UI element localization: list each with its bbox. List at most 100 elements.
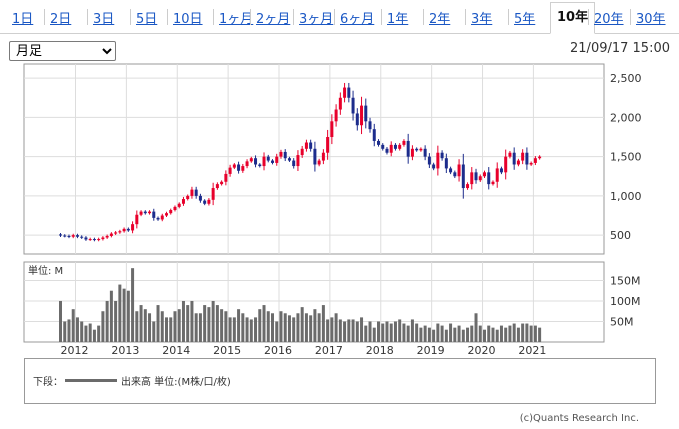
volume-bar xyxy=(292,317,296,342)
volume-bar xyxy=(398,319,402,342)
volume-bar xyxy=(360,317,364,342)
tab-20年[interactable]: 20年 xyxy=(594,12,624,27)
candle-body xyxy=(118,231,122,233)
volume-bar xyxy=(470,325,474,342)
volume-bar xyxy=(114,300,118,342)
volume-bar xyxy=(88,323,92,342)
candle-body xyxy=(88,239,92,241)
candle-body xyxy=(287,158,291,161)
volume-bar xyxy=(71,309,75,342)
volume-bar xyxy=(266,311,270,342)
candle-body xyxy=(334,109,338,122)
x-tick-label: 2021 xyxy=(518,344,546,356)
x-tick-label: 2014 xyxy=(162,344,190,356)
tab-10日[interactable]: 10日 xyxy=(173,12,203,27)
volume-bar xyxy=(419,327,423,342)
tab-separator xyxy=(213,9,214,25)
candle-body xyxy=(148,211,152,214)
candle-body xyxy=(470,172,474,185)
candle-body xyxy=(190,189,194,196)
candle-body xyxy=(169,210,173,214)
volume-bar xyxy=(508,325,512,342)
tab-2日[interactable]: 2日 xyxy=(50,12,72,27)
volume-bar xyxy=(436,323,440,342)
volume-bar xyxy=(75,317,79,342)
candle-body xyxy=(97,239,101,241)
candle-body xyxy=(71,235,75,237)
x-tick-label: 2015 xyxy=(213,344,241,356)
volume-bar xyxy=(122,288,126,342)
volume-bar xyxy=(169,317,173,342)
volume-bar xyxy=(427,327,431,342)
tab-separator xyxy=(130,9,131,25)
timestamp: 21/09/17 15:00 xyxy=(570,41,670,56)
tab-2ヶ月[interactable]: 2ヶ月 xyxy=(256,12,291,27)
volume-bar xyxy=(512,323,516,342)
volume-bar xyxy=(258,309,262,342)
candle-body xyxy=(393,144,397,149)
candle-body xyxy=(457,164,461,177)
volume-bar xyxy=(262,305,266,342)
volume-bar xyxy=(474,313,478,342)
price-tick-label: 1,500 xyxy=(610,151,642,164)
candle-body xyxy=(101,237,105,240)
candle-body xyxy=(271,160,274,163)
volume-bar xyxy=(466,327,470,342)
volume-bar xyxy=(237,309,241,342)
volume-bar xyxy=(309,315,313,342)
x-tick-label: 2018 xyxy=(366,344,394,356)
candle-body xyxy=(220,181,224,185)
tab-5年[interactable]: 5年 xyxy=(514,12,536,27)
candle-body xyxy=(347,87,351,98)
candle-body xyxy=(122,228,126,232)
volume-bar xyxy=(271,313,274,342)
x-tick-label: 2019 xyxy=(417,344,445,356)
candle-body xyxy=(207,199,211,204)
volume-bar xyxy=(355,321,359,342)
volume-bar xyxy=(139,305,143,342)
candle-body xyxy=(262,156,266,167)
x-tick-label: 2012 xyxy=(61,344,89,356)
volume-bar xyxy=(186,305,190,342)
volume-bar xyxy=(529,325,533,342)
price-tick-label: 500 xyxy=(610,229,631,242)
volume-bar xyxy=(410,319,414,342)
tab-1年[interactable]: 1年 xyxy=(387,12,409,27)
candle-body xyxy=(300,148,304,156)
candle-body xyxy=(372,129,376,141)
tab-2年[interactable]: 2年 xyxy=(429,12,451,27)
tab-separator xyxy=(588,9,589,25)
candle-body xyxy=(241,166,245,171)
volume-bar xyxy=(190,300,194,342)
tab-3年[interactable]: 3年 xyxy=(471,12,493,27)
candle-body xyxy=(139,211,143,215)
tab-1日[interactable]: 1日 xyxy=(12,12,34,27)
tab-5日[interactable]: 5日 xyxy=(136,12,158,27)
candle-body xyxy=(512,152,516,165)
candle-body xyxy=(538,156,542,159)
candle-body xyxy=(105,235,109,238)
tab-1ヶ月[interactable]: 1ヶ月 xyxy=(219,12,254,27)
tab-30年[interactable]: 30年 xyxy=(636,12,666,27)
tab-3日[interactable]: 3日 xyxy=(93,12,115,27)
tab-6ヶ月[interactable]: 6ヶ月 xyxy=(340,12,375,27)
volume-bar xyxy=(504,327,508,342)
candle-body xyxy=(135,214,139,225)
volume-bar xyxy=(533,325,537,342)
volume-bar xyxy=(385,321,389,342)
tab-separator xyxy=(423,9,424,25)
candle-body xyxy=(483,172,486,177)
volume-bar xyxy=(444,329,448,342)
period-select[interactable]: 月足 xyxy=(9,41,116,61)
candle-body xyxy=(406,140,410,157)
volume-bar xyxy=(194,313,198,342)
candle-body xyxy=(313,148,317,165)
volume-unit-label: 単位: M xyxy=(28,264,63,277)
tab-10年[interactable]: 10年 xyxy=(550,2,596,34)
volume-bar xyxy=(224,311,228,342)
tab-separator xyxy=(630,9,631,25)
volume-bar xyxy=(92,329,96,342)
tab-3ヶ月[interactable]: 3ヶ月 xyxy=(299,12,334,27)
volume-bar xyxy=(156,305,160,342)
candle-body xyxy=(181,199,185,204)
